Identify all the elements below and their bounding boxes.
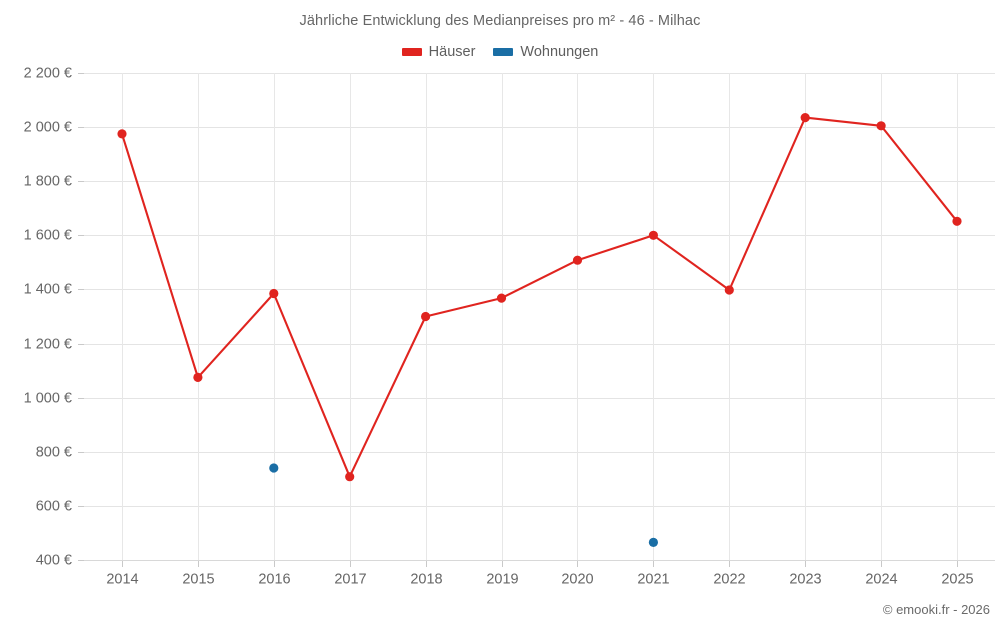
- data-point[interactable]: [800, 113, 810, 123]
- y-axis-tick-label: 800 €: [36, 444, 72, 460]
- y-axis-tick-label: 2 200 €: [24, 65, 72, 81]
- y-axis-tick-label: 400 €: [36, 552, 72, 568]
- data-point[interactable]: [269, 463, 279, 473]
- series-1: [117, 113, 962, 482]
- data-point[interactable]: [345, 472, 355, 482]
- data-point[interactable]: [572, 255, 583, 265]
- legend-label-wohnungen: Wohnungen: [520, 44, 599, 60]
- x-axis-tick-label: 2023: [789, 572, 821, 588]
- chart-legend: Häuser Wohnungen: [0, 44, 1000, 60]
- footer-credit: © emooki.fr - 2026: [882, 602, 990, 617]
- y-axis-tick-label: 1 000 €: [24, 390, 72, 406]
- data-point[interactable]: [117, 129, 127, 139]
- data-point[interactable]: [952, 216, 962, 226]
- chart-title: Jährliche Entwicklung des Medianpreises …: [299, 13, 701, 29]
- x-axis-tick-label: 2017: [334, 572, 366, 588]
- x-axis-tick-label: 2019: [486, 572, 518, 588]
- y-axis-tick-label: 1 400 €: [24, 281, 72, 297]
- legend-swatch-wohnungen: [493, 48, 514, 56]
- data-point[interactable]: [269, 288, 279, 299]
- data-point[interactable]: [421, 311, 431, 322]
- data-point[interactable]: [648, 230, 659, 240]
- x-axis-tick-label: 2020: [561, 572, 593, 588]
- y-axis-tick-label: 1 800 €: [24, 173, 72, 189]
- y-axis-tick-label: 2 000 €: [24, 119, 72, 135]
- legend-label-hauser: Häuser: [428, 44, 476, 60]
- y-axis-tick-label: 1 600 €: [24, 227, 72, 243]
- legend-item-hauser[interactable]: Häuser: [401, 44, 476, 60]
- data-point[interactable]: [496, 293, 507, 303]
- series-line: [120, 116, 959, 478]
- x-axis-tick-label: 2025: [941, 572, 973, 588]
- data-point[interactable]: [724, 285, 734, 295]
- x-axis-tick-label: 2018: [410, 572, 442, 588]
- y-axis-tick-label: 600 €: [36, 498, 72, 514]
- data-point[interactable]: [648, 537, 659, 548]
- x-axis-tick-label: 2021: [637, 572, 669, 588]
- x-axis-tick-label: 2015: [182, 572, 214, 588]
- series-2: [269, 463, 659, 548]
- data-point[interactable]: [876, 121, 886, 131]
- x-axis-tick-label: 2014: [106, 572, 138, 588]
- x-axis-tick-label: 2024: [865, 572, 897, 588]
- y-axis-tick-label: 1 200 €: [24, 336, 72, 352]
- x-axis-tick-label: 2022: [713, 572, 745, 588]
- legend-item-wohnungen[interactable]: Wohnungen: [493, 44, 598, 60]
- legend-swatch-hauser: [401, 48, 422, 56]
- data-point[interactable]: [193, 372, 203, 382]
- x-axis-tick-label: 2016: [258, 572, 290, 588]
